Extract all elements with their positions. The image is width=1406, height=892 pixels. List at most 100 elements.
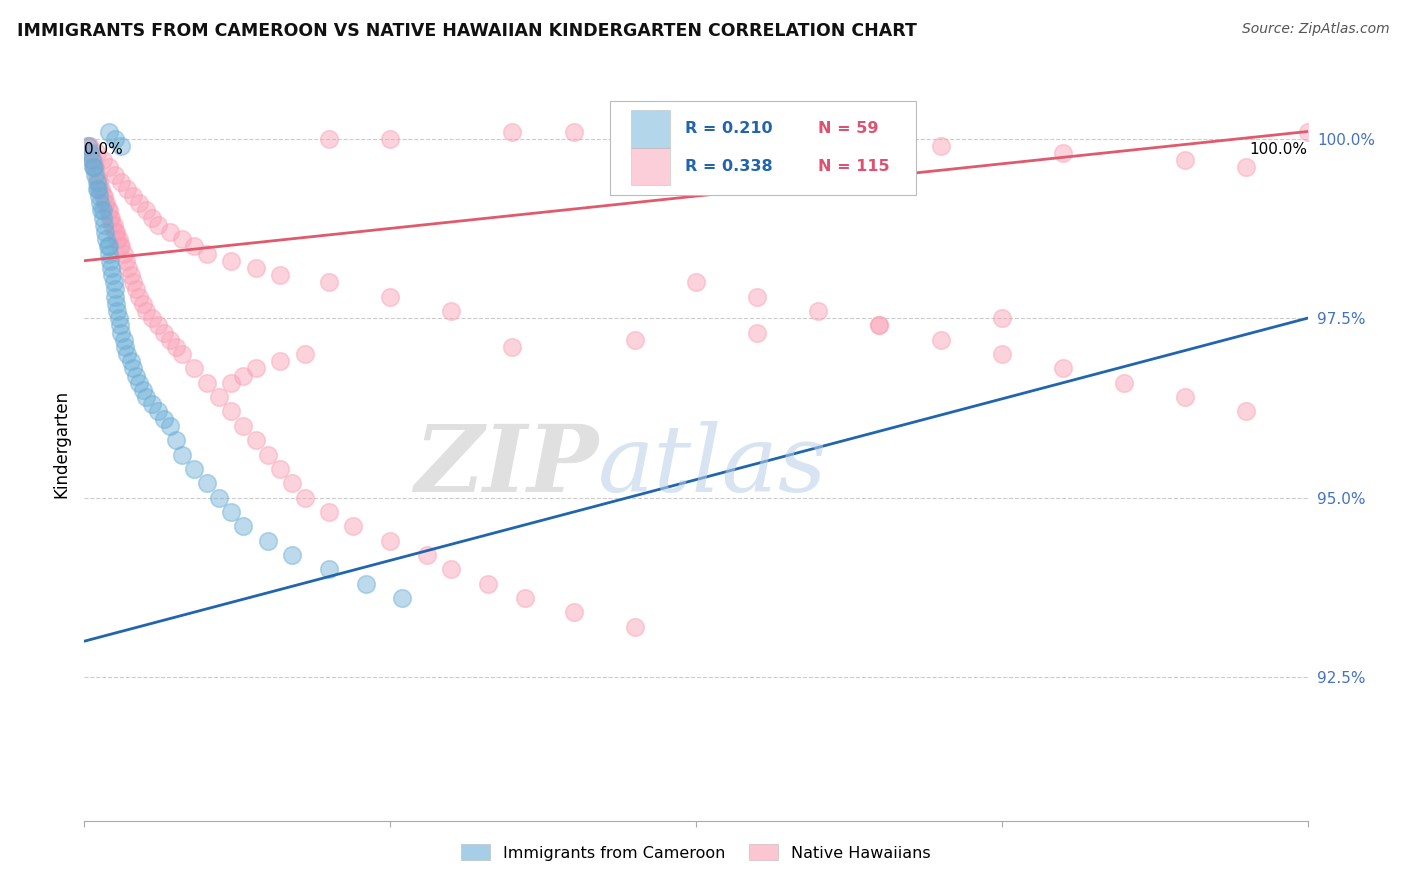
Point bbox=[104, 168, 127, 182]
Point bbox=[245, 260, 267, 275]
Point bbox=[195, 246, 218, 260]
Legend: Immigrants from Cameroon, Native Hawaiians: Immigrants from Cameroon, Native Hawaiia… bbox=[456, 838, 936, 867]
Point bbox=[869, 318, 891, 333]
Point bbox=[807, 304, 830, 318]
Point bbox=[141, 311, 163, 326]
Point bbox=[110, 175, 132, 189]
Point bbox=[153, 411, 176, 425]
Point bbox=[128, 290, 150, 304]
Point bbox=[90, 182, 112, 196]
Point bbox=[86, 146, 108, 161]
Point bbox=[208, 491, 231, 505]
Point bbox=[115, 182, 138, 196]
Point bbox=[84, 161, 107, 175]
Point bbox=[146, 218, 169, 232]
Point bbox=[172, 347, 194, 361]
Point bbox=[93, 218, 115, 232]
Text: 0.0%: 0.0% bbox=[84, 142, 124, 157]
Point bbox=[105, 297, 128, 311]
Point bbox=[624, 620, 647, 634]
Point bbox=[87, 175, 110, 189]
Point bbox=[354, 576, 377, 591]
Point bbox=[100, 260, 122, 275]
Point bbox=[80, 153, 103, 168]
Point bbox=[101, 268, 124, 282]
Point bbox=[79, 146, 101, 161]
Text: N = 115: N = 115 bbox=[818, 159, 890, 174]
Point bbox=[1236, 161, 1258, 175]
Point bbox=[685, 131, 707, 145]
FancyBboxPatch shape bbox=[631, 147, 671, 186]
Point bbox=[380, 533, 402, 548]
Text: R = 0.338: R = 0.338 bbox=[685, 159, 772, 174]
Point bbox=[77, 139, 100, 153]
Point bbox=[100, 211, 122, 225]
Point bbox=[103, 275, 125, 289]
Point bbox=[96, 232, 118, 246]
Point bbox=[159, 225, 181, 239]
Point bbox=[94, 196, 117, 211]
Text: 100.0%: 100.0% bbox=[1250, 142, 1308, 157]
Point bbox=[219, 404, 242, 418]
Point bbox=[98, 253, 121, 268]
Point bbox=[165, 433, 187, 447]
Point bbox=[269, 268, 291, 282]
Point bbox=[105, 304, 128, 318]
Point bbox=[91, 203, 114, 218]
Point bbox=[562, 124, 585, 138]
Point bbox=[122, 189, 145, 203]
Point bbox=[104, 131, 127, 145]
Point bbox=[97, 239, 120, 253]
Point bbox=[219, 376, 242, 390]
Point bbox=[380, 131, 402, 145]
Point bbox=[562, 606, 585, 620]
Point bbox=[159, 333, 181, 347]
Point bbox=[82, 161, 104, 175]
Point bbox=[146, 404, 169, 418]
Point bbox=[122, 361, 145, 376]
Point bbox=[195, 476, 218, 491]
Point bbox=[440, 304, 463, 318]
Point bbox=[245, 361, 267, 376]
Point bbox=[80, 153, 103, 168]
Point bbox=[108, 239, 131, 253]
Point bbox=[128, 376, 150, 390]
Point bbox=[269, 354, 291, 368]
Point bbox=[991, 311, 1014, 326]
Point bbox=[107, 232, 129, 246]
Point bbox=[112, 246, 135, 260]
Point bbox=[97, 203, 120, 218]
Point bbox=[1174, 390, 1197, 404]
Point bbox=[110, 326, 132, 340]
Point bbox=[87, 182, 110, 196]
Point bbox=[318, 275, 340, 289]
Point bbox=[391, 591, 413, 606]
Point bbox=[86, 168, 108, 182]
Point bbox=[125, 368, 148, 383]
Point bbox=[318, 505, 340, 519]
Point bbox=[107, 311, 129, 326]
Point bbox=[125, 282, 148, 296]
Point bbox=[103, 218, 125, 232]
Point bbox=[281, 476, 304, 491]
Point bbox=[98, 211, 121, 225]
Point bbox=[94, 225, 117, 239]
Point bbox=[77, 139, 100, 153]
Point bbox=[108, 318, 131, 333]
Point bbox=[1114, 376, 1136, 390]
Point bbox=[105, 225, 128, 239]
Point bbox=[146, 318, 169, 333]
Point bbox=[1236, 404, 1258, 418]
Point bbox=[141, 211, 163, 225]
Point bbox=[97, 124, 120, 138]
Point bbox=[104, 282, 127, 296]
Point bbox=[115, 347, 138, 361]
Point bbox=[82, 153, 104, 168]
Y-axis label: Kindergarten: Kindergarten bbox=[52, 390, 70, 498]
Point bbox=[281, 548, 304, 562]
Point bbox=[135, 203, 157, 218]
Point bbox=[97, 239, 120, 253]
Point bbox=[86, 182, 108, 196]
Point bbox=[101, 218, 124, 232]
Point bbox=[869, 318, 891, 333]
